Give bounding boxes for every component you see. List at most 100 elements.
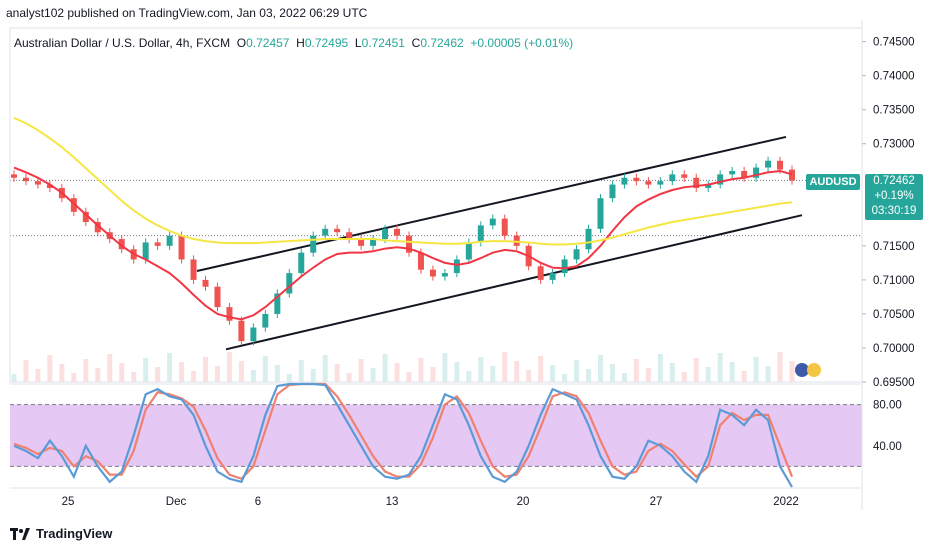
axes: 0.74500 0.74000 0.73500 0.73000 0.71500 0.710… xyxy=(9,20,915,510)
candle-body xyxy=(621,177,628,185)
last-price-tag: 0.72462 +0.19% 03:30:19 xyxy=(865,174,923,220)
candle xyxy=(358,234,365,250)
volume-bar xyxy=(71,373,77,382)
candle-body xyxy=(513,235,520,246)
candle xyxy=(94,217,101,237)
volume-bar xyxy=(346,373,352,382)
volume-bar xyxy=(155,367,161,382)
volume-bar xyxy=(669,363,675,382)
candle-body xyxy=(453,259,460,274)
candle xyxy=(250,323,257,346)
volume-bar xyxy=(621,373,627,382)
time-tick-label: Dec xyxy=(166,496,187,508)
volume-bar xyxy=(250,370,256,382)
candle xyxy=(561,255,568,278)
volume-bar xyxy=(418,358,424,382)
volume-bar xyxy=(574,360,580,382)
candle xyxy=(729,166,736,179)
candle xyxy=(405,231,412,257)
us-flag-icon xyxy=(795,363,809,377)
candle xyxy=(501,214,508,240)
price-tick-label: 0.73500 xyxy=(873,105,915,117)
volume-bar xyxy=(633,359,639,382)
volume-bar xyxy=(586,369,592,382)
volume-bar xyxy=(203,357,209,382)
candle-body xyxy=(334,228,341,233)
low-value: 0.72451 xyxy=(361,36,405,50)
candle xyxy=(34,177,41,189)
candle xyxy=(46,180,53,193)
open-label: O xyxy=(236,36,247,50)
footer-brand: TradingView xyxy=(36,526,113,541)
candle-body xyxy=(417,252,424,270)
volume-bar xyxy=(550,365,556,382)
volume-bar xyxy=(406,372,412,382)
stoch-tick-label: 80.00 xyxy=(873,400,902,412)
candle xyxy=(154,238,161,250)
candle xyxy=(585,224,592,254)
candle-body xyxy=(322,228,329,236)
candle xyxy=(322,224,329,240)
candle-body xyxy=(657,181,664,185)
candle xyxy=(202,275,209,291)
candle xyxy=(166,231,173,250)
volume-bar xyxy=(107,354,113,382)
volume-bar xyxy=(167,353,173,382)
last-price: 0.72462 xyxy=(873,175,915,187)
stochastic-pane xyxy=(10,382,862,488)
candle xyxy=(238,316,245,346)
candle-body xyxy=(597,198,604,229)
bar-countdown: 03:30:19 xyxy=(871,205,917,217)
low-label: L xyxy=(354,36,362,50)
candle-body xyxy=(358,239,365,246)
volume-bar xyxy=(119,363,125,382)
volume-bar xyxy=(23,360,29,382)
price-tick-label: 0.70500 xyxy=(873,309,915,321)
candle xyxy=(226,303,233,325)
volume-bar xyxy=(143,358,149,382)
candle xyxy=(753,163,760,182)
candle-body xyxy=(274,293,281,314)
volume-bar xyxy=(262,356,268,382)
volume-bar xyxy=(298,360,304,382)
candle xyxy=(214,282,221,312)
volume-bar xyxy=(334,364,340,382)
last-change: +0.19% xyxy=(874,190,914,202)
candle xyxy=(657,177,664,189)
volume-bar xyxy=(59,364,65,382)
volume-bar xyxy=(490,366,496,382)
candle-body xyxy=(142,242,149,260)
volume-bar xyxy=(430,367,436,382)
candle-body xyxy=(166,235,173,246)
candle xyxy=(370,234,377,250)
volume-bar xyxy=(609,364,615,382)
candle-body xyxy=(70,198,77,212)
price-tick-label: 0.69500 xyxy=(873,377,915,389)
candle-body xyxy=(633,177,640,182)
candle-body xyxy=(537,266,544,280)
volume-bar xyxy=(11,374,17,382)
candle-body xyxy=(549,273,556,280)
volume-bar xyxy=(765,366,771,382)
candle xyxy=(22,173,29,186)
candle xyxy=(262,309,269,332)
candle-body xyxy=(250,327,257,342)
candle-body xyxy=(669,174,676,182)
time-tick-label: 2022 xyxy=(773,496,799,508)
candle-body xyxy=(310,235,317,253)
price-pane-frame xyxy=(9,27,863,383)
candle-body xyxy=(693,177,700,188)
candle-body xyxy=(118,239,125,250)
volume-bar xyxy=(370,368,376,382)
volume-bar xyxy=(597,355,603,382)
candle-body xyxy=(370,239,377,246)
volume-bar xyxy=(454,362,460,382)
candle xyxy=(178,231,185,264)
volume-bar xyxy=(693,358,699,382)
volume-bar xyxy=(562,374,568,382)
volume-bar xyxy=(526,370,532,382)
candle xyxy=(609,180,616,203)
candle xyxy=(597,194,604,233)
candle-body xyxy=(346,232,353,240)
